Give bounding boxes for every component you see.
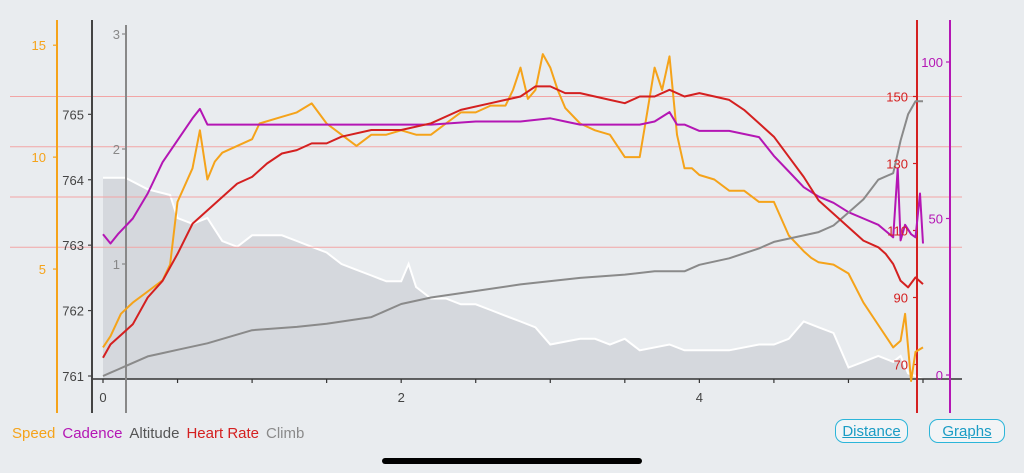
speed-tick-label: 10 [32, 150, 46, 165]
x-tick-label: 4 [696, 390, 703, 405]
legend-speed: Speed [12, 425, 56, 442]
climb-area-layer [103, 176, 924, 380]
climb-area [103, 177, 923, 379]
gridline-layer [10, 96, 962, 248]
series-cadence [102, 107, 924, 245]
legend-climb: Climb [266, 425, 305, 442]
altitude-tick-label: 763 [62, 238, 84, 253]
legend-heart-rate: Heart Rate [186, 425, 260, 442]
series-altitude [102, 100, 923, 377]
legend-altitude: Altitude [129, 425, 180, 442]
cadence-tick-label: 100 [921, 55, 943, 70]
series-heart-rate [102, 85, 924, 359]
altitude-tick-label: 761 [62, 369, 84, 384]
climb-tick-label: 2 [113, 142, 120, 157]
legend: Speed Cadence Altitude Heart Rate Climb [12, 425, 304, 442]
climb-tick-label: 1 [113, 257, 120, 272]
heart-rate-tick-label: 150 [886, 90, 908, 105]
speed-tick-label: 15 [32, 38, 46, 53]
altitude-tick-label: 765 [62, 107, 84, 122]
heart-rate-tick-label: 110 [887, 224, 908, 239]
distance-button[interactable]: Distance [835, 419, 908, 443]
x-tick-label: 2 [398, 390, 405, 405]
legend-cadence: Cadence [62, 425, 123, 442]
series-layer [102, 53, 924, 382]
altitude-tick-label: 762 [62, 304, 84, 319]
cadence-tick-label: 50 [929, 212, 943, 227]
x-tick-label: 0 [99, 390, 106, 405]
climb-tick-label: 3 [113, 27, 120, 42]
graphs-button[interactable]: Graphs [929, 419, 1005, 443]
cadence-tick-label: 0 [936, 368, 943, 383]
tick-label-layer: 0 2 4 5 10 15 761 762 763 764 765 1 2 3 70 90 110 130 150 0… [32, 27, 943, 405]
climb-area-edge [103, 176, 924, 380]
altitude-tick-label: 764 [62, 173, 84, 188]
heart-rate-tick-label: 90 [894, 291, 908, 306]
home-indicator [382, 458, 642, 464]
speed-tick-label: 5 [39, 262, 46, 277]
series-speed [102, 53, 924, 382]
heart-rate-tick-label: 130 [886, 157, 908, 172]
heart-rate-tick-label: 70 [894, 358, 908, 373]
